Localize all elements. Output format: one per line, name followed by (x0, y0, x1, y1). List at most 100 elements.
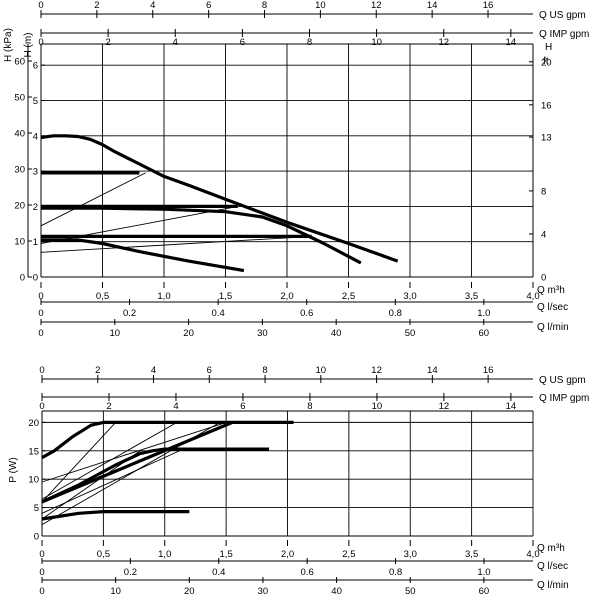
bottom-axis-tick-label: 0.8 (389, 567, 402, 578)
bottom-axis-tick-label: 20 (184, 586, 195, 597)
left-axis-label: P (W) (8, 457, 19, 482)
performance-curve (41, 510, 190, 521)
top-axis-tick-label: 10 (315, 0, 326, 11)
top-axis-tick-label: 14 (506, 37, 517, 48)
bottom-axis-tick-label: 30 (257, 328, 268, 339)
bottom-axis-tick-label: 0.2 (123, 308, 136, 319)
top-axis-tick-label: 8 (307, 401, 312, 412)
top-axis-tick-label: 12 (438, 37, 449, 48)
top-axis-tick-label: 2 (106, 401, 111, 412)
top-axis-tick-label: 2 (94, 0, 99, 11)
left-axis-tick-label: 20 (28, 418, 39, 429)
bottom-axis-label: Q l/min (537, 322, 569, 333)
bottom-axis-tick-label: 50 (405, 328, 416, 339)
right-axis-label: H (545, 42, 552, 53)
top-axis-label: Q IMP gpm (539, 29, 589, 40)
bottom-axis-tick-label: 0 (38, 291, 43, 302)
bottom-axis-tick-label: 10 (110, 586, 121, 597)
bottom-axis-tick-label: 0,5 (97, 549, 110, 560)
top-axis-tick-label: 6 (240, 401, 245, 412)
left-axis-label: H (kPa) (3, 28, 14, 62)
left-axis-tick-label: 0 (34, 532, 39, 543)
performance-curve (41, 206, 362, 265)
power-flow-chart: 0 2 4 6 8 10 12 14 16 Q US gpm 0 2 4 6 8 10 12 14 Q IMP gp… (8, 365, 589, 597)
top-axis-tick-label: 10 (372, 401, 383, 412)
setting-line (40, 172, 146, 227)
top-axis-tick-label: 6 (207, 365, 212, 376)
left-axis-tick-label: 50 (14, 93, 25, 104)
left-axis-tick-label: 0 (33, 273, 38, 284)
right-axis-tick-label: 8 (541, 186, 546, 197)
left-axis-tick-label: 10 (14, 237, 25, 248)
top-axis-tick-label: 4 (150, 0, 155, 11)
top-axis-tick-label: 8 (307, 37, 312, 48)
bottom-axis-tick-label: 2,5 (342, 549, 355, 560)
top-axis-tick-label: 2 (95, 365, 100, 376)
left-axis-tick-label: 4 (33, 131, 38, 142)
top-axis-tick-label: 4 (173, 401, 178, 412)
bottom-axis-tick-label: 20 (183, 328, 194, 339)
performance-curve (41, 447, 270, 504)
bottom-axis-tick-label: 0.4 (212, 567, 225, 578)
bottom-axis-tick-label: 4,0 (526, 291, 539, 302)
top-axis-tick-label: 16 (483, 365, 494, 376)
bottom-axis-tick-label: 2,0 (281, 549, 294, 560)
top-axis-tick-label: 2 (105, 37, 110, 48)
top-axis-tick-label: 0 (38, 37, 43, 48)
bottom-axis-tick-label: 50 (405, 586, 416, 597)
bottom-axis-tick-label: 1.0 (477, 308, 490, 319)
bottom-axis-tick-label: 0 (39, 586, 44, 597)
bottom-axis-tick-label: 3,0 (404, 549, 417, 560)
bottom-axis-tick-label: 3,5 (465, 549, 478, 560)
right-axis-unit: ft (543, 56, 549, 67)
top-axis-tick-label: 0 (39, 401, 44, 412)
bottom-axis-label: Q l/sec (537, 302, 568, 313)
bottom-axis-tick-label: 3,0 (403, 291, 416, 302)
left-axis-label: H (m) (23, 33, 34, 58)
top-axis-tick-label: 6 (206, 0, 211, 11)
top-axis-tick-label: 4 (173, 37, 178, 48)
right-axis-tick-label: 16 (541, 100, 552, 111)
setting-line (40, 235, 312, 253)
right-axis-tick-label: 13 (541, 133, 552, 144)
top-axis-tick-label: 16 (483, 0, 494, 11)
bottom-axis-tick-label: 0 (38, 308, 43, 319)
bottom-axis-tick-label: 2,5 (342, 291, 355, 302)
top-axis-tick-label: 12 (371, 365, 382, 376)
bottom-axis-tick-label: 2,0 (280, 291, 293, 302)
right-axis-tick-label: 20 (541, 57, 552, 68)
bottom-axis-tick-label: 0,5 (96, 291, 109, 302)
top-axis-tick-label: 4 (151, 365, 156, 376)
top-axis-tick-label: 14 (427, 365, 438, 376)
left-axis-tick-label: 0 (20, 273, 25, 284)
left-axis-tick-label: 5 (34, 503, 39, 514)
bottom-axis-tick-label: 1.0 (477, 567, 490, 578)
left-axis-tick-label: 40 (14, 129, 25, 140)
bottom-axis-tick-label: 0 (39, 567, 44, 578)
performance-curve (40, 134, 399, 263)
performance-curve (41, 420, 294, 460)
left-axis-tick-label: 5 (33, 96, 38, 107)
top-axis-tick-label: 10 (316, 365, 327, 376)
top-axis-label: Q US gpm (539, 375, 586, 386)
setting-line (41, 422, 221, 525)
performance-curve (41, 420, 233, 504)
bottom-axis-tick-label: 10 (110, 328, 121, 339)
top-axis-label: Q IMP gpm (539, 393, 589, 404)
top-axis-label: Q US gpm (539, 10, 586, 21)
top-axis-tick-label: 6 (240, 37, 245, 48)
setting-line (41, 422, 116, 503)
bottom-axis-tick-label: 60 (478, 328, 489, 339)
top-axis-tick-label: 14 (506, 401, 517, 412)
bottom-axis-tick-label: 0.4 (212, 308, 225, 319)
performance-curve (41, 238, 245, 273)
bottom-axis-label: Q l/sec (537, 561, 568, 572)
left-axis-tick-label: 3 (33, 167, 38, 178)
left-axis-tick-label: 15 (28, 446, 39, 457)
bottom-axis-tick-label: 1,0 (157, 291, 170, 302)
left-axis-tick-label: 60 (14, 57, 25, 68)
top-axis-tick-label: 0 (38, 0, 43, 11)
left-axis-tick-label: 2 (33, 202, 38, 213)
left-axis-tick-label: 20 (14, 201, 25, 212)
